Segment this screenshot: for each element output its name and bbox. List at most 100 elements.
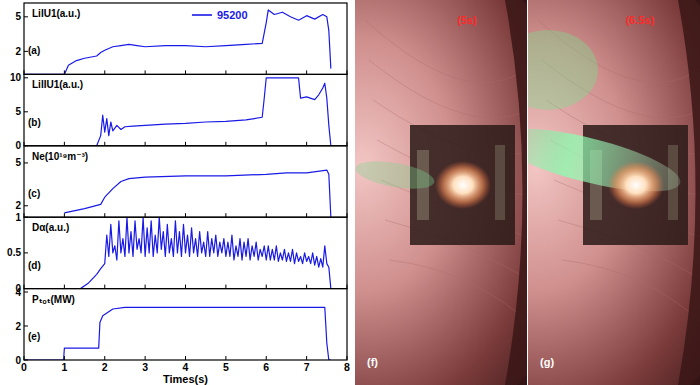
- x-tick: [145, 142, 146, 146]
- panel-ylabel: Dα(a.u.): [32, 222, 69, 233]
- x-tick: [145, 70, 146, 74]
- x-tick: [306, 213, 307, 217]
- legend-label: 95200: [217, 9, 248, 21]
- x-tick: [266, 213, 267, 217]
- x-tick: [225, 213, 226, 217]
- x-tick-label: 5: [223, 361, 229, 373]
- photo: [355, 0, 527, 385]
- series-line: [64, 170, 330, 217]
- vessel-wall: [528, 0, 700, 385]
- x-tick: [104, 356, 105, 360]
- tile-line: [369, 60, 527, 118]
- figure: 2 5 LiIU1(a.u.) (a) 95200 0 5 10 LiIIU1(a.u.) (b)…: [0, 0, 700, 385]
- y-tick-label: 5: [15, 157, 21, 168]
- x-tick: [306, 356, 307, 360]
- x-tick: [266, 142, 267, 146]
- x-tick: [104, 142, 105, 146]
- x-tick: [266, 70, 267, 74]
- x-axis-label: Times(s): [163, 373, 208, 385]
- x-tick: [104, 285, 105, 289]
- frame: [24, 289, 347, 360]
- x-tick: [306, 70, 307, 74]
- photo-time: (6.5s): [626, 14, 655, 26]
- y-tick: [24, 217, 28, 218]
- y-tick: [24, 16, 28, 17]
- photo: [528, 0, 700, 385]
- vessel-wall: [355, 0, 527, 385]
- y-tick-label: 1: [15, 212, 21, 223]
- frame: [24, 217, 347, 288]
- y-tick-label: 5: [15, 11, 21, 22]
- panel-ylabel: Pₜₒₜ(MW): [32, 294, 75, 305]
- y-tick-label: 0.5: [7, 247, 21, 258]
- photo-time: (5s): [457, 14, 477, 26]
- x-tick: [225, 285, 226, 289]
- photo-label: (f): [367, 356, 378, 368]
- panel-label: (c): [28, 188, 40, 199]
- x-tick: [185, 70, 186, 74]
- y-tick-label: 4: [15, 287, 21, 298]
- x-tick: [225, 142, 226, 146]
- x-tick: [145, 213, 146, 217]
- x-tick: [24, 285, 25, 289]
- x-tick: [225, 70, 226, 74]
- y-tick: [24, 77, 28, 78]
- x-tick: [347, 213, 348, 217]
- x-tick-label: 1: [61, 361, 67, 373]
- x-tick-label: 7: [304, 361, 310, 373]
- port-detail: [495, 145, 505, 220]
- y-tick-label: 10: [10, 72, 22, 83]
- y-tick: [24, 111, 28, 112]
- tile-line: [562, 260, 700, 330]
- x-tick: [347, 356, 348, 360]
- panel-ylabel: LiIU1(a.u.): [32, 8, 80, 19]
- x-tick: [266, 356, 267, 360]
- panel-ylabel: LiIIU1(a.u.): [32, 79, 83, 90]
- x-tick-label: 6: [263, 361, 269, 373]
- tile-line: [389, 260, 527, 330]
- x-tick: [145, 285, 146, 289]
- y-tick: [24, 252, 28, 253]
- photo-divider: [527, 0, 528, 385]
- x-tick-label: 2: [102, 361, 108, 373]
- panel-label: (e): [28, 331, 40, 342]
- x-tick: [24, 142, 25, 146]
- x-tick: [185, 285, 186, 289]
- tile-line: [365, 20, 527, 83]
- plasma-glow: [608, 161, 664, 209]
- x-tick: [64, 285, 65, 289]
- plot-area: [64, 170, 330, 217]
- x-tick-label: 8: [344, 361, 350, 373]
- x-tick: [225, 356, 226, 360]
- x-tick: [145, 356, 146, 360]
- y-tick-label: 2: [15, 46, 21, 57]
- frame: [24, 3, 347, 74]
- panel-ylabel: Ne(10¹⁹m⁻³): [32, 151, 88, 162]
- x-tick: [64, 356, 65, 360]
- x-tick: [347, 142, 348, 146]
- y-tick-label: 0: [15, 140, 21, 151]
- y-tick-label: 2: [15, 321, 21, 332]
- x-tick: [306, 142, 307, 146]
- series-line: [24, 307, 331, 360]
- green-emission: [355, 156, 436, 194]
- x-tick: [347, 70, 348, 74]
- x-tick: [64, 70, 65, 74]
- x-tick: [104, 70, 105, 74]
- y-tick-label: 2: [15, 200, 21, 211]
- series-line: [24, 78, 331, 146]
- x-tick: [64, 213, 65, 217]
- green-emission: [528, 30, 598, 110]
- y-tick: [24, 326, 28, 327]
- panel-label: (a): [28, 45, 40, 56]
- panel-label: (b): [28, 117, 41, 128]
- x-tick: [347, 285, 348, 289]
- plasma-glow: [435, 161, 491, 209]
- plot-area: [24, 10, 331, 74]
- panel-label: (d): [28, 260, 41, 271]
- legend-swatch: [192, 14, 212, 16]
- x-tick: [24, 356, 25, 360]
- x-tick: [24, 213, 25, 217]
- frame: [24, 74, 347, 145]
- y-tick: [24, 205, 28, 206]
